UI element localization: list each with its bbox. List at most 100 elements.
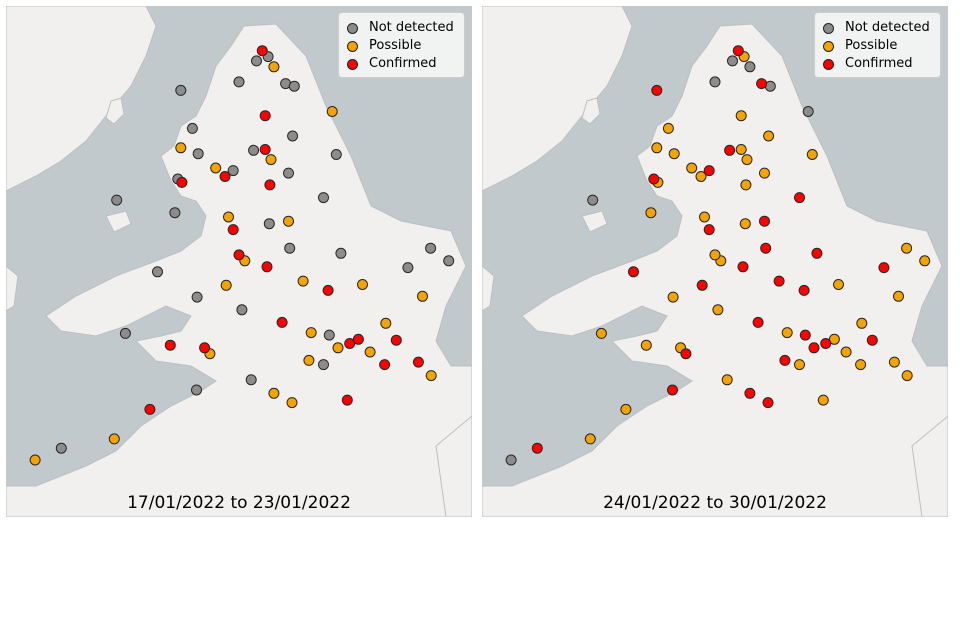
sample-point-possible (833, 279, 844, 290)
france-edge (911, 415, 948, 517)
sample-point-confirmed (794, 192, 805, 204)
sample-point-not-detected (192, 148, 204, 160)
sample-point-possible (303, 354, 315, 366)
sample-point-not-detected (727, 55, 738, 67)
sample-point-confirmed (752, 316, 764, 328)
sample-point-possible (667, 291, 679, 303)
sample-point-possible (893, 290, 904, 302)
legend-label-possible: Possible (369, 38, 422, 53)
not-detected-marker-icon (347, 22, 358, 34)
sample-point-possible (357, 279, 368, 290)
sample-point-confirmed (756, 78, 768, 90)
sample-point-not-detected (175, 84, 187, 96)
sample-point-confirmed (352, 333, 364, 345)
sample-point-not-detected (283, 167, 294, 179)
map-panel-left[interactable]: Not detected Possible Confirmed 17/01/20… (6, 6, 472, 517)
sample-point-confirmed (344, 338, 356, 349)
sample-point-possible (425, 370, 437, 382)
confirmed-marker-icon (347, 58, 358, 70)
sample-point-not-detected (245, 374, 257, 386)
sample-point-not-detected (284, 242, 296, 254)
sample-point-confirmed (531, 442, 543, 454)
possible-marker-icon (347, 40, 358, 52)
ireland-edge (6, 265, 19, 312)
sample-point-confirmed (799, 329, 811, 341)
sample-point-possible (662, 122, 674, 134)
map-canvas-left[interactable] (6, 6, 472, 517)
ireland-edge (482, 265, 495, 312)
sample-point-confirmed (164, 339, 176, 351)
isle-of-man (105, 97, 125, 125)
sample-point-not-detected (335, 247, 347, 259)
sample-point-possible (759, 167, 770, 179)
sample-point-possible (740, 179, 752, 191)
sample-point-confirmed (259, 110, 271, 122)
sample-point-possible (297, 275, 309, 287)
sample-point-confirmed (651, 84, 663, 96)
sample-point-possible (686, 162, 698, 174)
sample-point-not-detected (744, 61, 756, 73)
sample-point-possible (651, 142, 663, 154)
sample-point-possible (220, 279, 232, 291)
sample-point-not-detected (152, 266, 163, 278)
sample-point-possible (828, 333, 840, 345)
anglesey (105, 210, 132, 233)
sample-point-not-detected (402, 262, 414, 274)
sample-point-possible (735, 144, 747, 155)
sample-point-confirmed (732, 45, 744, 57)
isle-of-man (581, 97, 601, 125)
sample-point-not-detected (263, 218, 275, 230)
sample-point-confirmed (737, 261, 749, 273)
legend-item-not-detected: Not detected (823, 19, 930, 37)
sample-point-possible (817, 394, 829, 406)
legend-item-possible: Possible (823, 37, 897, 55)
sample-point-not-detected (288, 80, 300, 92)
sample-point-not-detected (505, 454, 517, 466)
sample-point-confirmed (628, 266, 639, 278)
sample-point-not-detected (318, 192, 329, 204)
sample-point-confirmed (227, 224, 239, 236)
sample-point-possible (223, 211, 234, 223)
sample-point-confirmed (264, 179, 276, 191)
sample-point-possible (668, 148, 680, 160)
sample-point-possible (695, 171, 707, 182)
sample-point-not-detected (191, 291, 203, 303)
sample-point-not-detected (802, 106, 814, 117)
sample-point-possible (305, 327, 317, 339)
sample-point-possible (901, 242, 913, 254)
sample-point-possible (709, 249, 721, 261)
sample-point-possible (781, 327, 793, 339)
sample-point-confirmed (144, 403, 156, 415)
sample-point-not-detected (236, 304, 248, 316)
sample-point-possible (794, 359, 805, 371)
sample-point-confirmed (199, 342, 211, 354)
sample-point-confirmed (341, 394, 353, 406)
sample-point-confirmed (759, 215, 770, 227)
sample-point-not-detected (186, 122, 198, 134)
sample-point-confirmed (760, 242, 772, 254)
possible-marker-icon (823, 40, 834, 52)
sample-point-not-detected (55, 442, 67, 454)
sample-point-not-detected (233, 76, 245, 88)
sample-point-not-detected (587, 194, 599, 206)
sample-point-not-detected (330, 149, 342, 160)
sample-point-confirmed (256, 45, 268, 57)
sample-point-possible (840, 346, 852, 358)
sample-point-confirmed (724, 144, 736, 156)
map-panel-right[interactable]: Not detected Possible Confirmed 24/01/20… (482, 6, 948, 517)
sample-point-not-detected (323, 329, 335, 341)
sample-point-possible (332, 342, 344, 354)
sample-point-possible (29, 454, 41, 466)
sample-point-possible (699, 211, 710, 223)
sample-points-left (29, 45, 455, 466)
sample-point-confirmed (798, 284, 810, 296)
sample-point-confirmed (811, 247, 823, 259)
map-canvas-right[interactable] (482, 6, 948, 517)
sample-point-confirmed (412, 356, 424, 368)
legend-label-confirmed: Confirmed (845, 56, 913, 71)
land-layer (6, 6, 472, 517)
sample-point-not-detected (169, 207, 181, 219)
sample-point-possible (326, 106, 338, 117)
sample-point-confirmed (667, 384, 678, 396)
sample-point-confirmed (808, 342, 820, 354)
